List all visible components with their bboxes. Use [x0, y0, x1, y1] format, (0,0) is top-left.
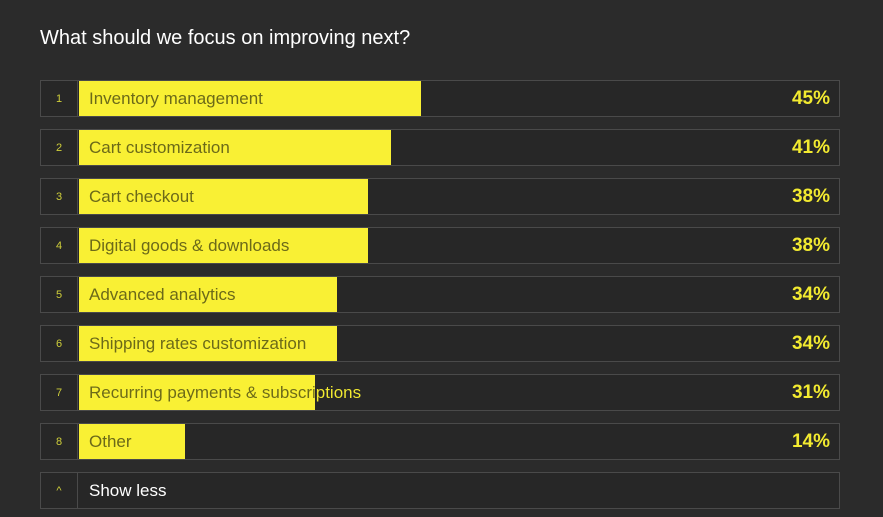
bar-value-label: 34% — [791, 284, 830, 305]
bar-rank: 2 — [41, 130, 78, 165]
bar-row: 1 Inventory management 45% — [40, 80, 840, 117]
bar-list: 1 Inventory management 45% 2 Cart customizat… — [40, 80, 840, 509]
bar-label: Recurring payments & subscriptions — [89, 375, 361, 410]
bar-value-label: 38% — [791, 186, 830, 207]
bar-label: Inventory management — [89, 89, 263, 108]
bar-fill — [79, 375, 315, 410]
bar-fill — [79, 228, 368, 263]
bar-value-label: 45% — [791, 88, 830, 109]
bar-track: Advanced analytics 34% — [79, 277, 839, 312]
bar-fill — [79, 424, 186, 459]
bar-fill — [79, 326, 338, 361]
bar-track: Other 14% — [79, 424, 839, 459]
bar-row: 8 Other 14% — [40, 423, 840, 460]
bar-label: Shipping rates customization — [89, 334, 307, 353]
bar-label: Advanced analytics — [89, 285, 236, 304]
bar-label: Other — [89, 432, 132, 451]
bar-row: 2 Cart customization 41% — [40, 129, 840, 166]
bar-label: Cart checkout — [89, 187, 194, 206]
bar-row: 4 Digital goods & downloads 38% — [40, 227, 840, 264]
bar-track: Cart checkout 38% — [79, 179, 839, 214]
bar-rank: 6 — [41, 326, 78, 361]
bar-row: 6 Shipping rates customization 34% — [40, 325, 840, 362]
bar-rank: 5 — [41, 277, 78, 312]
bar-rank: 4 — [41, 228, 78, 263]
bar-rank: 3 — [41, 179, 78, 214]
bar-value-label: 14% — [791, 431, 830, 452]
bar-rank: 8 — [41, 424, 78, 459]
bar-value-label: 31% — [791, 382, 830, 403]
bar-fill — [79, 277, 338, 312]
bar-track: Cart customization 41% — [79, 130, 839, 165]
bar-label: Cart customization — [89, 138, 230, 157]
bar-row: 3 Cart checkout 38% — [40, 178, 840, 215]
bar-label: Digital goods & downloads — [89, 236, 290, 255]
bar-track: Inventory management 45% — [79, 81, 839, 116]
bar-track: Recurring payments & subscriptions 31% — [79, 375, 839, 410]
bar-track: Shipping rates customization 34% — [79, 326, 839, 361]
bar-value-label: 41% — [791, 137, 830, 158]
show-less-label: Show less — [89, 481, 167, 500]
bar-track: Digital goods & downloads 38% — [79, 228, 839, 263]
bar-row: 5 Advanced analytics 34% — [40, 276, 840, 313]
bar-value-label: 34% — [791, 333, 830, 354]
bar-rank: 1 — [41, 81, 78, 116]
chart-title: What should we focus on improving next? — [40, 27, 411, 49]
show-less-button[interactable]: ^ Show less — [40, 472, 840, 509]
chevron-up-icon: ^ — [41, 473, 78, 508]
bar-row: 7 Recurring payments & subscriptions 31% — [40, 374, 840, 411]
bar-fill — [79, 179, 368, 214]
bar-fill — [79, 130, 391, 165]
bar-fill — [79, 81, 421, 116]
bar-rank: 7 — [41, 375, 78, 410]
bar-value-label: 38% — [791, 235, 830, 256]
